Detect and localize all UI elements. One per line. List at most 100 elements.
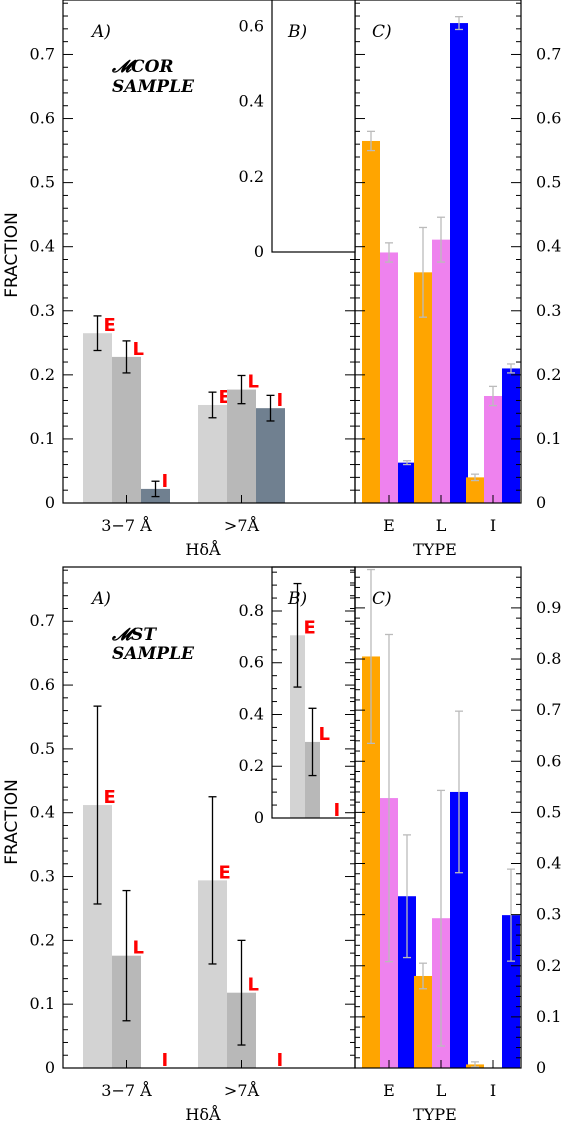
top-c-error-bar-e-2 <box>471 473 479 482</box>
bottom-a-category-label: 3−7 Å <box>101 1080 152 1100</box>
top-x-axis-label-left: HδÅ <box>185 539 221 559</box>
bottom-b-bar-l-0 <box>305 741 320 818</box>
bottom-c-y-tick-label: 0.7 <box>536 700 561 719</box>
bottom-a-category-label: >7Å <box>224 1080 260 1100</box>
bottom-c-y-tick-label: 0.3 <box>536 905 561 924</box>
top-a-y-tick-label: 0.2 <box>30 365 55 384</box>
bottom-b-y-tick-label: 0.4 <box>239 704 264 723</box>
top-c-bar-l-0 <box>380 252 398 503</box>
bottom-x-axis-label-right: TYPE <box>413 1105 457 1124</box>
bottom-a-y-tick-label: 0.6 <box>30 675 55 694</box>
top-a-category-label: >7Å <box>224 515 260 535</box>
top-b-y-tick-label: 0.4 <box>239 92 264 111</box>
top-a-bar-l-0 <box>112 356 141 503</box>
bottom-c-bar-i-0 <box>398 896 416 1068</box>
bottom-panel-c-label: C) <box>372 589 392 609</box>
top-c-error-bar-i-0 <box>403 460 411 466</box>
bottom-a-y-tick-label: 0.3 <box>30 867 55 886</box>
top-c-error-bar-l-2 <box>489 385 497 407</box>
bottom-x-axis-label-left: HδÅ <box>185 1104 221 1124</box>
top-a-error-bar-e-0 <box>93 315 102 352</box>
bottom-c-error-bar-e-2 <box>471 1061 479 1068</box>
top-a-marker-e-0: E <box>104 315 116 336</box>
bottom-a-error-bar-e-0 <box>93 705 102 905</box>
bottom-c-y-tick-label: 0.8 <box>536 649 561 668</box>
top-a-y-tick-label: 0.6 <box>30 109 55 128</box>
top-c-error-bar-e-1 <box>419 226 427 318</box>
bottom-panel-b-label: B) <box>287 589 307 609</box>
bottom-c-error-bar-i-0 <box>403 834 411 959</box>
bottom-c-y-tick-label: 0.9 <box>536 598 561 617</box>
top-c-y-tick-label: 0.7 <box>536 44 561 63</box>
top-sample-word: SAMPLE <box>112 77 195 97</box>
bottom-a-marker-e-0: E <box>104 787 116 808</box>
bottom-a-error-bar-l-0 <box>122 889 131 1022</box>
bottom-a-marker-i-1: I <box>277 1050 284 1071</box>
bottom-b-error-bar-l-0 <box>308 707 317 777</box>
bottom-panel-c-layer: 0 0.1 0.2 0.3 0.4 0.5 0.6 0.7 0.8 0.9 E L I <box>355 566 561 1100</box>
bottom-c-y-tick-label: 0 <box>536 1058 546 1077</box>
bottom-c-bar-e-0 <box>362 656 380 1068</box>
top-a-error-bar-l-1 <box>237 374 246 405</box>
top-c-bar-e-1 <box>414 272 432 503</box>
bottom-a-y-tick-label: 0.1 <box>30 994 55 1013</box>
top-c-y-tick-label: 0.2 <box>536 365 561 384</box>
top-c-error-bar-l-1 <box>437 216 445 263</box>
bottom-c-category-label: E <box>383 1081 395 1100</box>
top-c-y-ticks: 0 0.1 0.2 0.3 0.4 0.5 0.6 0.7 <box>355 2 561 512</box>
bottom-panel-b-layer: E L I 0 0.2 0.4 0.6 0.8 <box>239 571 355 827</box>
bottom-figure: E L I E L I 0 0.1 0.2 0.3 0.4 0.5 0.6 0.7 3−7 Å >7Å E L I… <box>2 566 561 1124</box>
top-panel-c-layer: 0 0.1 0.2 0.3 0.4 0.5 0.6 0.7 E L I <box>355 2 561 535</box>
bottom-c-error-bar-e-0 <box>367 568 375 745</box>
top-panel-c-label: C) <box>372 22 392 42</box>
top-c-y-tick-label: 0.1 <box>536 429 561 448</box>
top-c-bar-i-2 <box>502 368 520 503</box>
top-c-y-tick-label: 0.4 <box>536 237 561 256</box>
top-a-y-tick-label: 0 <box>45 493 55 512</box>
bottom-c-category-label: L <box>436 1081 447 1100</box>
bottom-c-y-ticks: 0 0.1 0.2 0.3 0.4 0.5 0.6 0.7 0.8 0.9 <box>355 566 561 1077</box>
bottom-b-y-tick-label: 0.8 <box>239 601 264 620</box>
top-c-error-bar-i-2 <box>507 363 515 374</box>
top-a-marker-i-0: I <box>162 471 169 492</box>
top-c-y-tick-label: 0.5 <box>536 173 561 192</box>
bottom-a-y-tick-label: 0 <box>45 1058 55 1077</box>
bottom-c-error-bar-l-0 <box>385 633 393 963</box>
bottom-c-y-tick-label: 0.6 <box>536 751 561 770</box>
top-c-bar-l-2 <box>484 395 502 503</box>
bottom-b-marker-i-0: I <box>334 800 341 821</box>
top-a-category-label: 3−7 Å <box>101 515 152 535</box>
bottom-a-marker-i-0: I <box>162 1050 169 1071</box>
bottom-c-bar-i-1 <box>450 791 468 1068</box>
bottom-c-y-tick-label: 0.5 <box>536 802 561 821</box>
bottom-c-bar-e-1 <box>414 975 432 1068</box>
top-a-y-tick-label: 0.4 <box>30 237 55 256</box>
top-c-bar-i-0 <box>398 462 416 503</box>
bottom-a-y-ticks: 0 0.1 0.2 0.3 0.4 0.5 0.6 0.7 <box>30 569 355 1077</box>
top-x-axis-label-right: TYPE <box>413 540 457 559</box>
top-c-error-bar-i-1 <box>455 16 463 31</box>
top-b-y-tick-label: 0 <box>254 242 264 261</box>
bottom-a-marker-l-0: L <box>133 938 144 959</box>
bottom-c-bar-i-2 <box>502 915 520 1068</box>
top-a-marker-l-0: L <box>133 339 144 360</box>
top-c-category-label: E <box>383 516 395 535</box>
top-panel-b-frame <box>271 0 356 253</box>
bottom-a-error-bar-l-1 <box>237 939 246 1046</box>
top-c-bar-i-1 <box>450 23 468 504</box>
bottom-a-y-tick-label: 0.2 <box>30 930 55 949</box>
top-c-y-tick-label: 0 <box>536 493 546 512</box>
top-b-y-tick-label: 0.2 <box>239 167 264 186</box>
bottom-b-y-tick-label: 0.2 <box>239 756 264 775</box>
bottom-y-axis-label: FRACTION <box>2 779 22 865</box>
bottom-b-marker-e-0: E <box>304 617 316 638</box>
bottom-c-error-bar-e-1 <box>419 962 427 990</box>
top-c-category-label: L <box>436 516 447 535</box>
top-a-y-tick-label: 0.1 <box>30 429 55 448</box>
top-a-error-bar-e-1 <box>208 391 217 419</box>
top-sample-name: 𝓜COR <box>111 57 174 77</box>
bottom-c-y-tick-label: 0.2 <box>536 956 561 975</box>
bottom-panel-b-frame <box>271 566 356 819</box>
